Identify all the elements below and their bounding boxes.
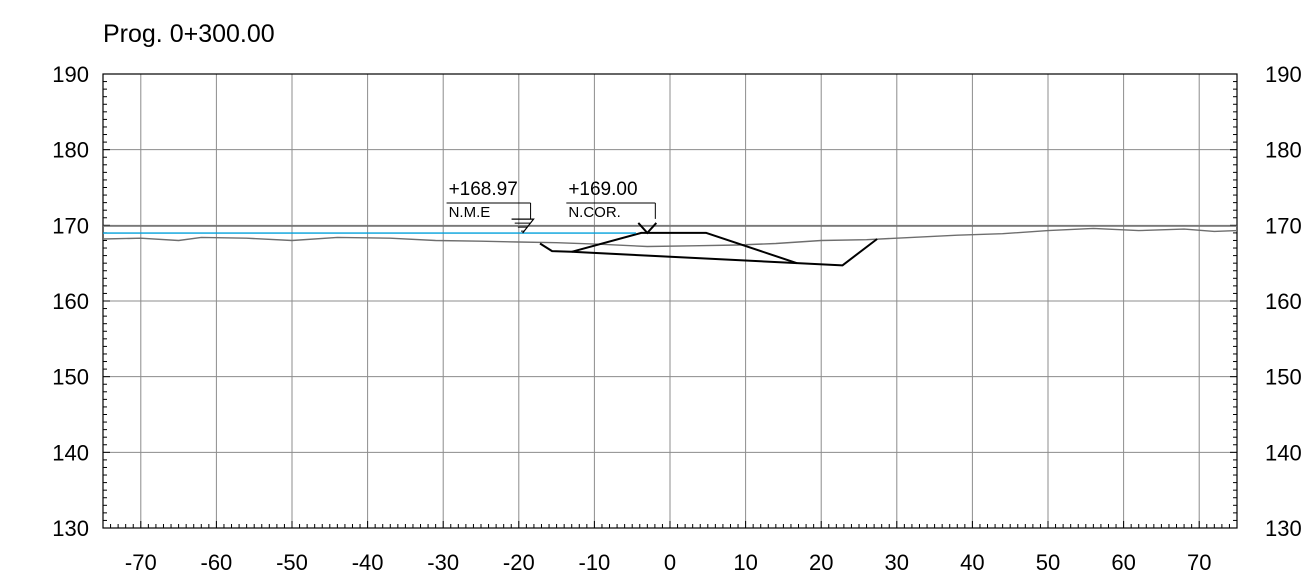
x-tick-label: -20 — [503, 550, 535, 575]
series-line-1 — [539, 238, 878, 267]
y-tick-label-right: 190 — [1265, 62, 1302, 87]
y-tick-label-left: 150 — [52, 365, 89, 390]
y-tick-label-left: 170 — [52, 213, 89, 238]
plot-frame — [102, 73, 1238, 529]
y-tick-label-left: 180 — [52, 138, 89, 163]
annotation-value: +169.00 — [568, 179, 637, 200]
y-tick-label-left: 160 — [52, 289, 89, 314]
y-tick-label-right: 130 — [1265, 516, 1302, 541]
water-level-marker — [511, 218, 535, 234]
x-tick-label: 70 — [1187, 550, 1211, 575]
page-title: Prog. 0+300.00 — [103, 20, 275, 48]
annotation-label: N.M.E — [449, 204, 491, 221]
x-tick-label: 60 — [1111, 550, 1135, 575]
series-line-0 — [102, 227, 1238, 248]
annotation-value: +168.97 — [449, 179, 518, 200]
x-tick-label: 30 — [885, 550, 909, 575]
y-tick-label-right: 140 — [1265, 440, 1302, 465]
series-line-2 — [571, 231, 798, 265]
annotation-label: N.COR. — [568, 204, 621, 221]
x-tick-label: 10 — [733, 550, 757, 575]
y-tick-label-left: 130 — [52, 516, 89, 541]
crown-level-marker — [637, 222, 658, 235]
x-tick-label: -40 — [352, 550, 384, 575]
y-tick-label-right: 170 — [1265, 213, 1302, 238]
x-tick-label: -30 — [427, 550, 459, 575]
x-tick-label: 50 — [1036, 550, 1060, 575]
y-tick-label-left: 190 — [52, 62, 89, 87]
x-tick-label: -70 — [125, 550, 157, 575]
y-tick-label-right: 150 — [1265, 365, 1302, 390]
x-tick-label: -60 — [201, 550, 233, 575]
x-tick-label: -50 — [276, 550, 308, 575]
x-tick-label: 20 — [809, 550, 833, 575]
x-tick-label: 40 — [960, 550, 984, 575]
x-tick-label: 0 — [664, 550, 676, 575]
x-tick-label: -10 — [579, 550, 611, 575]
y-tick-label-right: 180 — [1265, 138, 1302, 163]
y-tick-label-right: 160 — [1265, 289, 1302, 314]
y-tick-label-left: 140 — [52, 440, 89, 465]
